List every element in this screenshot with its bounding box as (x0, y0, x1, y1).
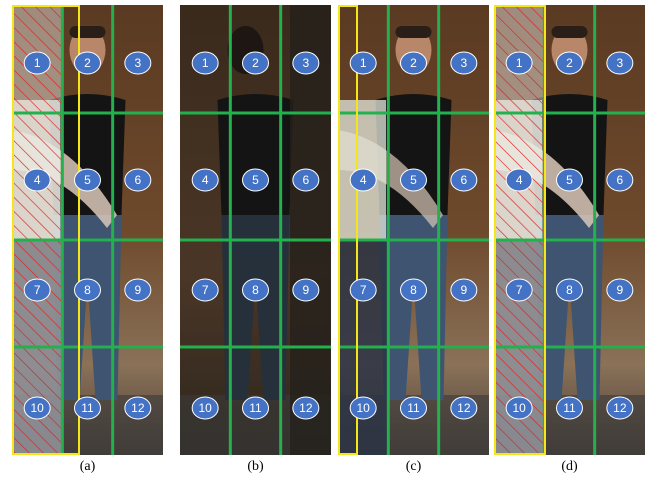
cell-number: 4 (360, 173, 367, 187)
panel-caption: (b) (247, 459, 264, 474)
cell-number: 10 (512, 401, 526, 415)
cell-number: 9 (302, 283, 309, 297)
cell-number: 6 (134, 173, 141, 187)
cell-number: 7 (202, 283, 209, 297)
cell-number: 2 (252, 56, 259, 70)
cell-number: 8 (410, 283, 417, 297)
cell-number: 9 (460, 283, 467, 297)
cell-number: 3 (134, 56, 141, 70)
cell-number: 8 (252, 283, 259, 297)
cell-number: 12 (613, 401, 627, 415)
hair (70, 26, 106, 38)
cell-number: 7 (516, 283, 523, 297)
cell-number: 12 (131, 401, 145, 415)
cell-number: 3 (460, 56, 467, 70)
panel-caption: (a) (80, 459, 96, 474)
cell-number: 5 (252, 173, 259, 187)
cell-number: 8 (84, 283, 91, 297)
panel-caption: (c) (406, 459, 422, 474)
cell-number: 4 (202, 173, 209, 187)
cell-number: 10 (30, 401, 44, 415)
cell-number: 12 (299, 401, 313, 415)
cell-number: 5 (410, 173, 417, 187)
cell-number: 7 (34, 283, 41, 297)
cell-number: 2 (566, 56, 573, 70)
cell-number: 6 (616, 173, 623, 187)
cell-number: 1 (202, 56, 209, 70)
cell-number: 6 (302, 173, 309, 187)
cell-number: 4 (34, 173, 41, 187)
cell-number: 9 (134, 283, 141, 297)
cell-number: 5 (84, 173, 91, 187)
cell-number: 1 (34, 56, 41, 70)
cell-number: 3 (616, 56, 623, 70)
cell-number: 2 (84, 56, 91, 70)
cell-number: 11 (249, 401, 262, 415)
cell-number: 11 (81, 401, 94, 415)
cell-number: 11 (563, 401, 576, 415)
cell-number: 11 (407, 401, 420, 415)
cell-number: 8 (566, 283, 573, 297)
panel-caption: (d) (561, 459, 578, 474)
cell-number: 10 (198, 401, 212, 415)
cell-number: 9 (616, 283, 623, 297)
cell-number: 4 (516, 173, 523, 187)
cell-number: 2 (410, 56, 417, 70)
hair (396, 26, 432, 38)
cell-number: 10 (356, 401, 370, 415)
cell-number: 3 (302, 56, 309, 70)
hair (552, 26, 588, 38)
cell-number: 6 (460, 173, 467, 187)
panel: 123456789101112(c) (338, 5, 489, 474)
figure: 123456789101112(a)123456789101112(b)1234… (0, 0, 653, 480)
cell-number: 1 (360, 56, 367, 70)
cell-number: 7 (360, 283, 367, 297)
cell-number: 5 (566, 173, 573, 187)
cell-number: 12 (457, 401, 471, 415)
cell-number: 1 (516, 56, 523, 70)
